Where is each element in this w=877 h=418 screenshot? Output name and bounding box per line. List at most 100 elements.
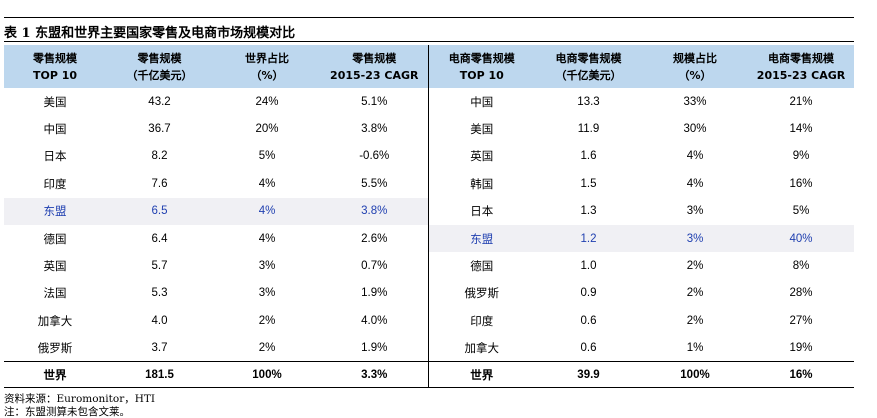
right-cell: 日本	[427, 197, 535, 225]
right-cell: 中国	[427, 88, 535, 116]
header-row: 零售规模 TOP 10 零售规模 （千亿美元） 世界占比 （%） 零售规模 2015-23 C…	[4, 45, 854, 88]
column-header-2: 世界占比 （%）	[213, 45, 321, 88]
right-cell: 英国	[427, 142, 535, 171]
right-cell: 40%	[748, 224, 854, 253]
left-cell: 5.5%	[361, 177, 388, 190]
left-cell: 3.7	[151, 341, 168, 354]
right-cell: 39.9	[535, 361, 642, 389]
table-row: 东盟 6.5 4% 3.8% 日本 1.3 3% 5%	[4, 197, 854, 225]
left-cell: 东盟	[4, 197, 106, 225]
table-row: 加拿大 4.0 2% 4.0% 印度 0.6 2% 27%	[4, 307, 854, 335]
column-header-line: 电商零售规模	[768, 51, 834, 65]
right-cell: 1.3	[580, 205, 597, 218]
column-header-line: （%）	[250, 68, 284, 82]
left-cell: 2%	[258, 314, 276, 327]
column-header-line: TOP 10	[32, 68, 78, 82]
column-header-line: 世界占比	[245, 51, 289, 65]
right-cell: 4%	[686, 177, 704, 190]
total-row: 世界 181.5 100% 3.3% 世界 39.9 100% 16%	[4, 361, 854, 389]
left-cell: 4.0%	[361, 314, 388, 327]
column-header-line: （千亿美元）	[555, 68, 622, 82]
right-cell: 13.3	[577, 95, 600, 108]
left-cell: 24%	[255, 95, 279, 108]
right-cell: 1.2	[535, 224, 642, 253]
comparison-table: 零售规模 TOP 10 零售规模 （千亿美元） 世界占比 （%） 零售规模 2015-23 C…	[4, 45, 854, 389]
left-cell: 20%	[255, 123, 279, 136]
left-cell: 6.4	[151, 232, 168, 245]
left-cell: 5.1%	[361, 95, 388, 108]
left-cell: 印度	[43, 176, 67, 191]
left-cell: 1.9%	[361, 287, 388, 300]
right-cell: 加拿大	[427, 334, 535, 362]
table-row: 印度 7.6 4% 5.5% 韩国 1.5 4% 16%	[4, 170, 854, 198]
column-header-line: 2015-23 CAGR	[330, 68, 419, 82]
right-cell: 东盟	[427, 224, 535, 253]
table-row: 中国 36.7 20% 3.8% 美国 11.9 30% 14%	[4, 115, 854, 143]
right-cell: 3%	[686, 205, 704, 218]
right-cell: 德国	[427, 252, 535, 280]
left-cell: 加拿大	[37, 313, 73, 328]
table-row: 日本 8.2 5% -0.6% 英国 1.6 4% 9%	[4, 142, 854, 171]
table-row: 德国 6.4 4% 2.6% 东盟 1.2 3% 40%	[4, 224, 854, 253]
right-cell: 0.9	[580, 287, 597, 300]
column-header-line: 零售规模	[352, 51, 397, 65]
right-cell: 俄罗斯	[427, 279, 535, 308]
column-header-line: （千亿美元）	[126, 68, 193, 82]
column-header-5: 电商零售规模 （千亿美元）	[535, 45, 642, 88]
right-cell: 33%	[683, 95, 707, 108]
right-cell: 16%	[789, 177, 813, 190]
left-cell: 3%	[258, 287, 276, 300]
left-cell: 5.7	[151, 260, 168, 273]
right-cell: 9%	[792, 150, 810, 163]
column-header-6: 规模占比 （%）	[642, 45, 748, 88]
right-cell: 1.0	[580, 260, 597, 273]
source-note: 资料来源：Euromonitor，HTI	[4, 393, 156, 405]
left-cell: 43.2	[148, 95, 171, 108]
left-cell: 6.5	[106, 197, 213, 225]
left-cell: 7.6	[151, 177, 168, 190]
right-cell: 2%	[686, 260, 704, 273]
left-cell: 3%	[258, 260, 276, 273]
right-cell: 8%	[792, 260, 810, 273]
footnote: 注：东盟测算未包含文莱。	[4, 406, 130, 418]
right-cell: 16%	[748, 361, 854, 389]
left-cell: 4.0	[151, 314, 168, 327]
right-cell: 韩国	[427, 170, 535, 198]
column-header-line: 零售规模	[137, 51, 182, 65]
column-header-3: 零售规模 2015-23 CAGR	[321, 45, 428, 88]
top-rule	[4, 17, 854, 18]
right-cell: 2%	[686, 314, 704, 327]
left-cell: 3.8%	[321, 197, 428, 225]
column-header-7: 电商零售规模 2015-23 CAGR	[748, 45, 854, 88]
right-cell: 1.6	[580, 150, 597, 163]
left-cell: 3.8%	[361, 123, 388, 136]
right-cell: 14%	[789, 123, 813, 136]
left-cell: 中国	[43, 122, 67, 137]
left-cell: 德国	[43, 231, 67, 246]
left-cell: 0.7%	[361, 260, 388, 273]
left-cell: 181.5	[106, 361, 213, 389]
column-header-line: TOP 10	[459, 68, 504, 82]
right-cell: 1%	[686, 341, 704, 354]
right-cell: 28%	[789, 287, 813, 300]
right-cell: 0.6	[580, 341, 597, 354]
table-title: 表 1 东盟和世界主要国家零售及电商市场规模对比	[4, 22, 854, 42]
table-row: 法国 5.3 3% 1.9% 俄罗斯 0.9 2% 28%	[4, 279, 854, 308]
left-cell: 英国	[43, 259, 67, 274]
left-cell: 美国	[43, 94, 67, 109]
column-header-4: 电商零售规模 TOP 10	[427, 45, 535, 88]
table-row: 俄罗斯 3.7 2% 1.9% 加拿大 0.6 1% 19%	[4, 334, 854, 362]
right-cell: 100%	[642, 361, 748, 389]
right-cell: 11.9	[577, 123, 600, 136]
right-cell: 世界	[427, 361, 535, 389]
right-cell: 2%	[686, 287, 704, 300]
left-cell: 法国	[43, 286, 67, 301]
left-cell: 2%	[258, 341, 276, 354]
left-cell: 100%	[213, 361, 321, 389]
left-cell: 8.2	[151, 150, 168, 163]
footnotes: 资料来源：Euromonitor，HTI 注：东盟测算未包含文莱。	[4, 393, 155, 418]
column-header-0: 零售规模 TOP 10	[4, 45, 106, 88]
left-cell: 5.3	[151, 287, 168, 300]
right-cell: 21%	[789, 95, 813, 108]
right-cell: 3%	[642, 224, 748, 253]
